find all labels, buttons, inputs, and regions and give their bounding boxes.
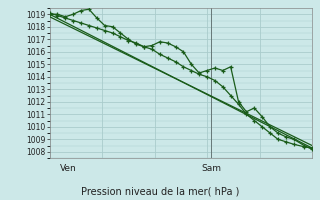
- Text: Pression niveau de la mer( hPa ): Pression niveau de la mer( hPa ): [81, 186, 239, 196]
- Text: Sam: Sam: [201, 164, 221, 173]
- Text: Ven: Ven: [60, 164, 76, 173]
